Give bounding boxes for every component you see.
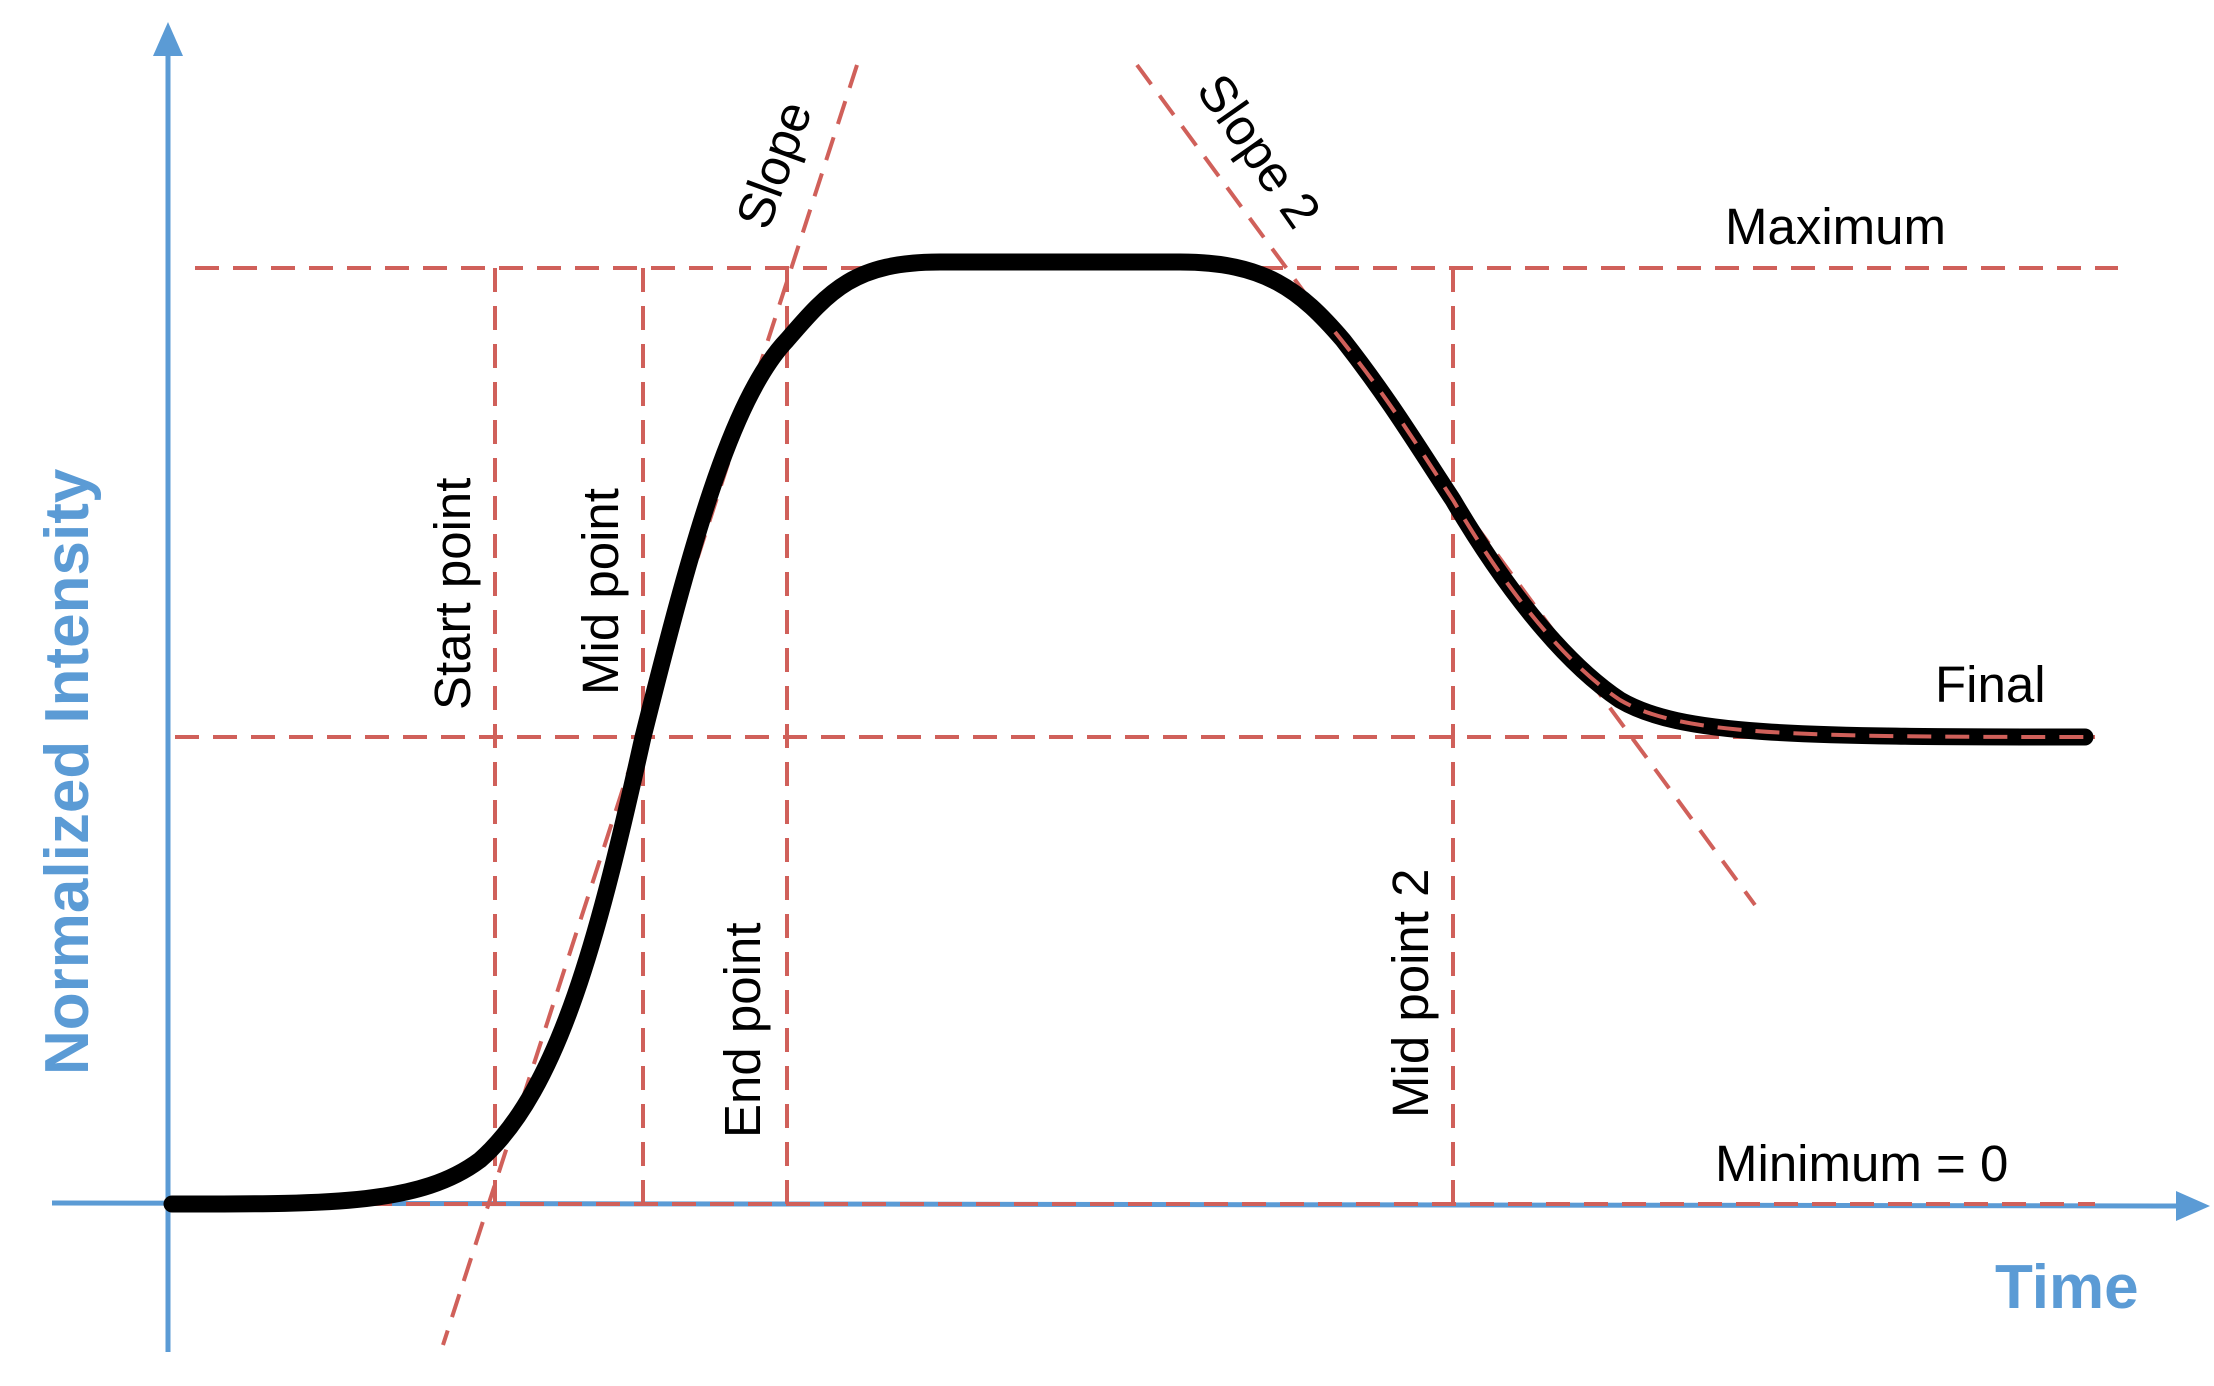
minimum-label: Minimum = 0 bbox=[1715, 1135, 2008, 1192]
x-axis-label: Time bbox=[1995, 1253, 2139, 1322]
mid-point-2-label: Mid point 2 bbox=[1382, 869, 1439, 1118]
end-point-label: End point bbox=[714, 922, 771, 1138]
response-curve bbox=[163, 253, 2094, 1213]
x-axis-arrowhead bbox=[2176, 1191, 2210, 1221]
start-point-label: Start point bbox=[424, 478, 481, 710]
maximum-label: Maximum bbox=[1725, 198, 1946, 255]
mid-point-label: Mid point bbox=[572, 488, 629, 695]
slope-2-label: Slope 2 bbox=[1186, 64, 1332, 238]
slope-2-line bbox=[1135, 63, 1757, 907]
final-label: Final bbox=[1935, 656, 2046, 713]
y-axis-arrowhead bbox=[153, 22, 183, 56]
slope-2-overlay bbox=[1333, 330, 2086, 739]
y-axis-label: Normalized Intensity bbox=[33, 468, 102, 1075]
